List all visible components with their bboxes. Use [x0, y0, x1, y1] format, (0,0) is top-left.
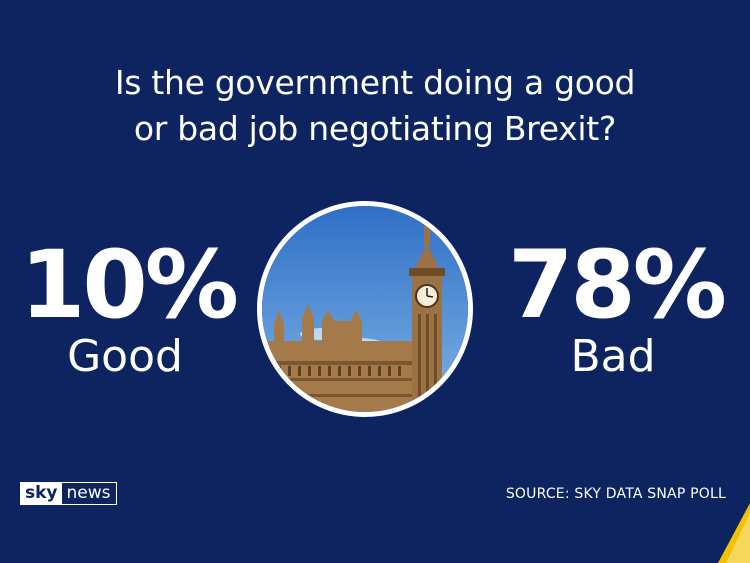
- parliament-photo: [257, 201, 473, 417]
- good-label: Good: [67, 331, 183, 382]
- good-percent: 10%: [20, 231, 239, 340]
- source-note: SOURCE: SKY DATA SNAP POLL: [505, 486, 726, 502]
- poll-question: Is the government doing a good or bad jo…: [0, 60, 750, 152]
- sky-news-logo: sky news: [20, 482, 117, 505]
- bad-percent: 78%: [508, 231, 727, 340]
- good-stat: 10% Good: [20, 231, 239, 382]
- question-line-2: or bad job negotiating Brexit?: [133, 109, 617, 148]
- question-line-1: Is the government doing a good: [114, 63, 636, 102]
- corner-accent: [718, 503, 750, 563]
- big-ben-illustration: [262, 206, 468, 412]
- logo-sky: sky: [21, 483, 62, 504]
- logo-news: news: [66, 483, 111, 503]
- bad-label: Bad: [570, 331, 656, 382]
- bad-stat: 78% Bad: [508, 231, 727, 382]
